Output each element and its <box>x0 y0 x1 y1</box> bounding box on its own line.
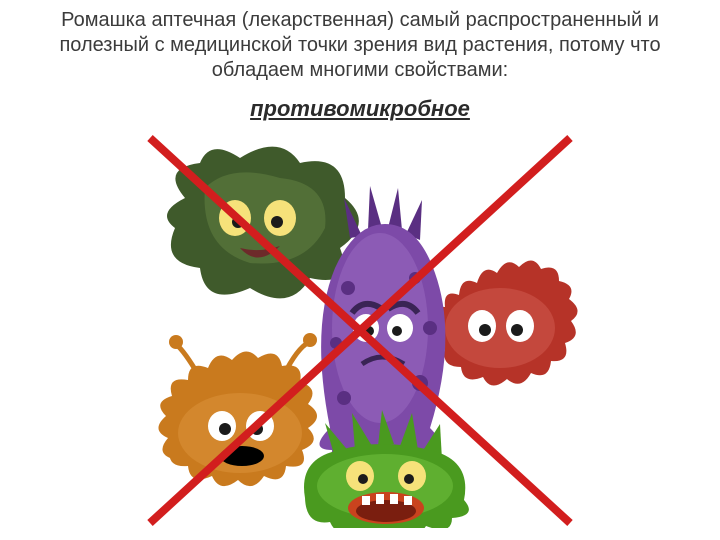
microbes-svg <box>130 128 590 528</box>
microbes-figure <box>130 128 590 528</box>
slide-heading: Ромашка аптечная (лекарственная) самый р… <box>40 8 680 83</box>
microbe-red <box>158 333 317 486</box>
microbe-dark-green <box>167 147 359 299</box>
microbe-bright-green <box>304 410 469 528</box>
slide-subheading: противомикробное <box>0 96 720 122</box>
microbe-orange <box>433 260 578 466</box>
slide: Ромашка аптечная (лекарственная) самый р… <box>0 0 720 540</box>
